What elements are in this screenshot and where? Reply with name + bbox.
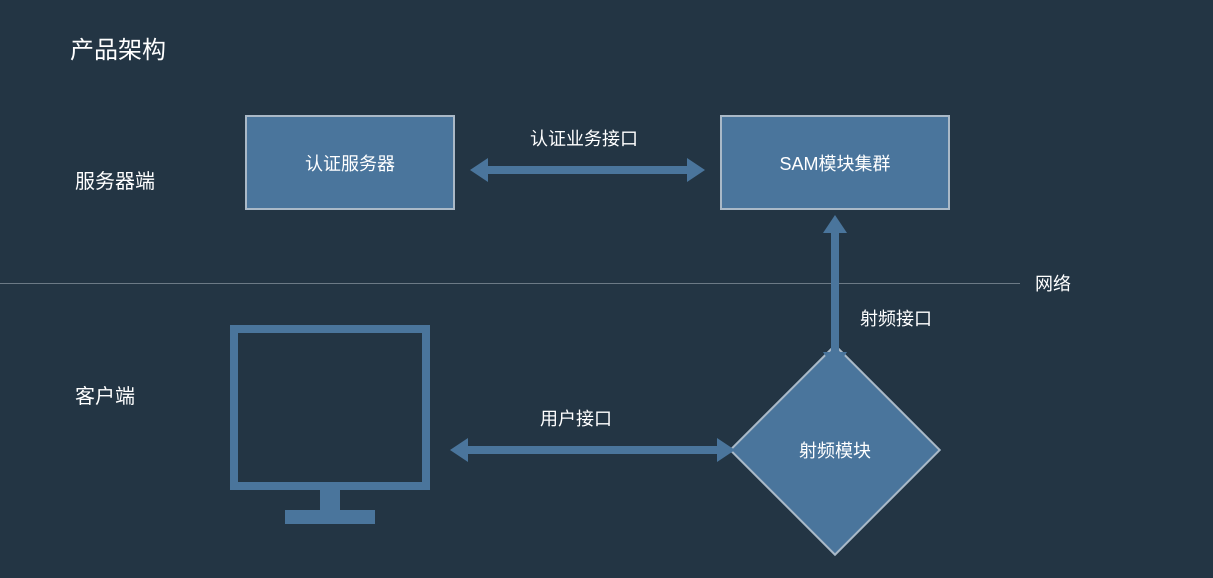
node-rf-module-label: 射频模块 (760, 375, 910, 525)
arrow-shaft (486, 166, 689, 174)
node-auth-server-label: 认证服务器 (305, 150, 395, 176)
section-label-server: 服务器端 (75, 165, 155, 194)
arrowhead-right-icon (687, 158, 705, 182)
monitor-neck (320, 490, 340, 510)
edge-auth-to-sam-label: 认证业务接口 (530, 125, 638, 151)
network-divider-label: 网络 (1035, 270, 1071, 296)
arrow-shaft (831, 231, 839, 354)
node-auth-server: 认证服务器 (245, 115, 455, 210)
node-sam-cluster: SAM模块集群 (720, 115, 950, 210)
diagram-title: 产品架构 (70, 30, 166, 65)
architecture-diagram: 产品架构 服务器端 客户端 网络 认证服务器 SAM模块集群 射频模块 认证业务… (0, 0, 1213, 578)
arrowhead-down-icon (823, 352, 847, 370)
section-label-client: 客户端 (75, 380, 135, 409)
node-rf-module: 射频模块 (760, 375, 910, 525)
edge-sam-to-rf-label: 射频接口 (860, 305, 932, 331)
arrowhead-right-icon (717, 438, 735, 462)
network-divider (0, 283, 1020, 284)
arrow-shaft (466, 446, 719, 454)
monitor-screen (230, 325, 430, 490)
monitor-base (285, 510, 375, 524)
node-sam-cluster-label: SAM模块集群 (779, 150, 890, 176)
monitor-icon (230, 325, 430, 535)
edge-monitor-to-rf-label: 用户接口 (540, 405, 612, 431)
